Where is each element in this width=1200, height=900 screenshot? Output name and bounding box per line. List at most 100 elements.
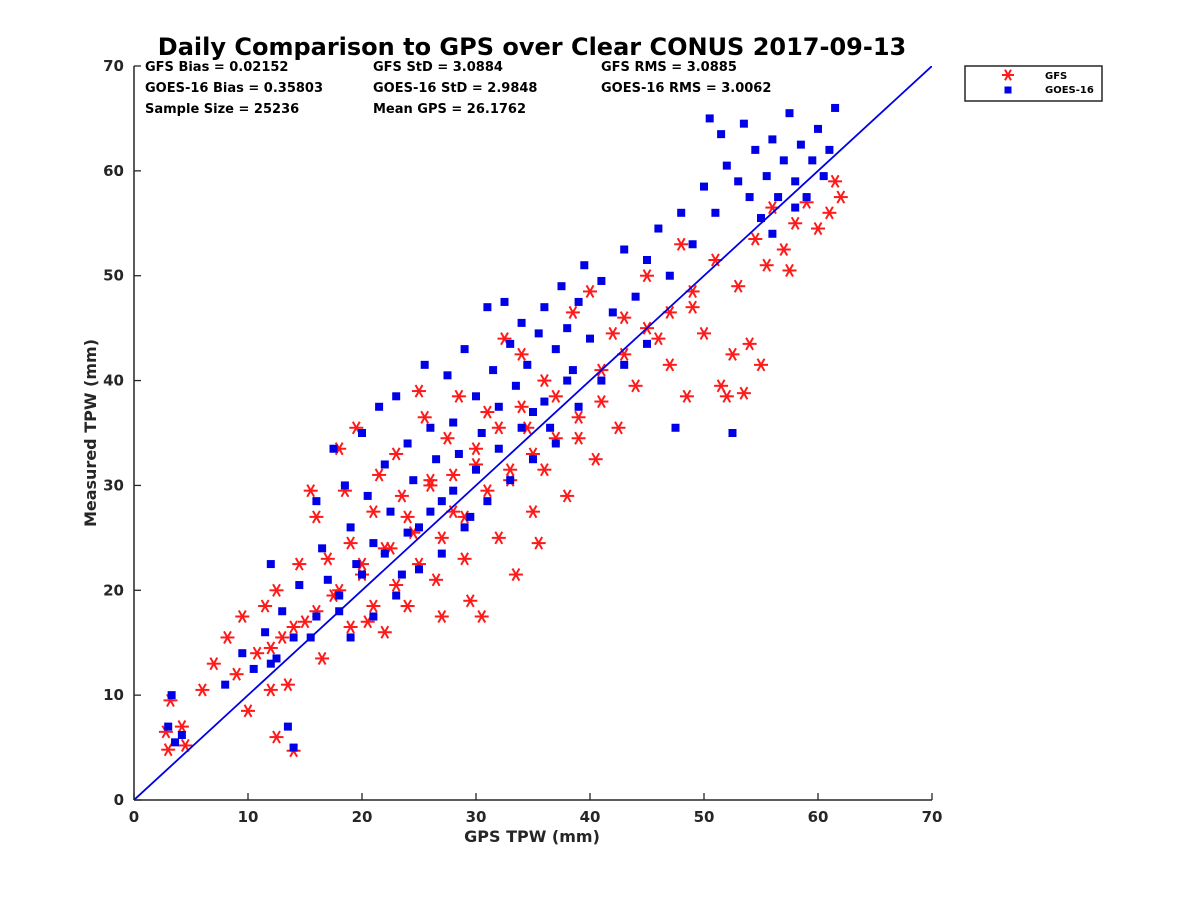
goes-point [586,334,594,343]
gfs-point [674,237,689,251]
gfs-point [628,379,643,393]
goes-point [831,103,840,112]
gfs-point [651,332,666,346]
y-axis-label: Measured TPW (mm) [81,339,100,527]
x-tick-label: 60 [808,808,829,826]
gfs-point [714,379,729,393]
goes-point [546,423,555,432]
x-tick-label: 20 [352,808,373,826]
gfs-point [514,347,529,361]
goes-point [278,607,287,616]
series-layer [158,103,848,758]
y-tick-label: 20 [103,581,124,599]
gfs-point [178,738,193,753]
goes-point [483,303,492,312]
gfs-point [263,683,278,697]
goes-point [358,429,366,437]
goes-point [415,565,423,574]
goes-point [392,591,401,600]
gfs-point [343,536,358,550]
gfs-point [754,358,768,372]
x-tick-label: 0 [129,808,139,826]
gfs-point [269,583,284,597]
gfs-point [269,730,284,744]
gfs-point [235,609,250,624]
gfs-point [571,431,586,445]
goes-point [563,376,572,385]
gfs-point [776,242,791,257]
plot-area [134,66,932,800]
legend: GFS GOES-16 [964,65,1103,102]
x-axis-ticks: 0 10 20 30 40 50 60 70 [129,793,942,826]
goes-point [386,507,395,516]
gfs-point [480,484,495,498]
gfs-point [725,347,740,361]
goes-point [249,664,258,673]
gfs-point [679,389,694,403]
gfs-point [258,599,273,613]
goes-point [415,523,423,532]
gfs-point [491,421,506,435]
goes-point [369,539,378,548]
goes-point [266,560,275,569]
legend-gfs-label: GFS [1045,71,1067,82]
goes-point [171,738,180,747]
chart-title: Daily Comparison to GPS over Clear CONUS… [158,33,906,61]
stat-goes-std: GOES-16 StD = 2.9848 [373,81,537,96]
goes-point [340,481,349,490]
gfs-point [565,305,580,319]
series-goes-16 [164,103,840,752]
goes-point [329,444,338,453]
goes-point [643,255,651,264]
goes-point [711,208,720,217]
gfs-point [389,578,404,592]
stat-goes-rms: GOES-16 RMS = 3.0062 [601,81,771,96]
goes-point [506,339,515,348]
goes-point [745,193,754,202]
goes-point [597,376,606,385]
legend-box [964,65,1103,102]
gfs-point [491,531,506,545]
goes-point [164,722,173,731]
goes-point [517,318,526,327]
gfs-point [759,258,774,272]
goes-point [472,465,480,474]
legend-goes-marker [1004,86,1012,94]
gfs-point [161,743,176,757]
gfs-point [250,646,265,660]
goes-point [380,460,389,469]
gfs-point [400,599,415,613]
gfs-point [174,720,189,734]
goes-point [529,455,537,464]
gfs-point [309,510,324,524]
goes-point [517,423,526,432]
gfs-point [742,337,757,351]
goes-point [346,633,355,642]
goes-point [768,229,777,238]
gfs-point [451,389,466,403]
gfs-point [320,552,335,566]
gfs-point [782,263,797,278]
goes-point [346,523,355,532]
goes-point [802,193,811,202]
gfs-point [594,394,609,409]
gfs-point [719,389,734,403]
gfs-point [508,567,523,582]
gfs-point [434,609,449,624]
gfs-point [463,594,478,608]
goes-point [791,203,800,212]
gfs-point [697,326,711,340]
goes-point [768,135,777,144]
gfs-point [394,489,409,503]
stat-sample-size: Sample Size = 25236 [145,102,299,117]
gfs-point [377,625,392,639]
goes-point [557,282,566,291]
gfs-point [417,410,432,424]
goes-point [597,276,606,285]
goes-point [397,570,406,579]
gfs-point [303,484,318,498]
goes-point [608,308,617,317]
gfs-point [811,221,825,236]
legend-gfs-asterisk [1002,69,1014,81]
goes-point [437,549,446,558]
